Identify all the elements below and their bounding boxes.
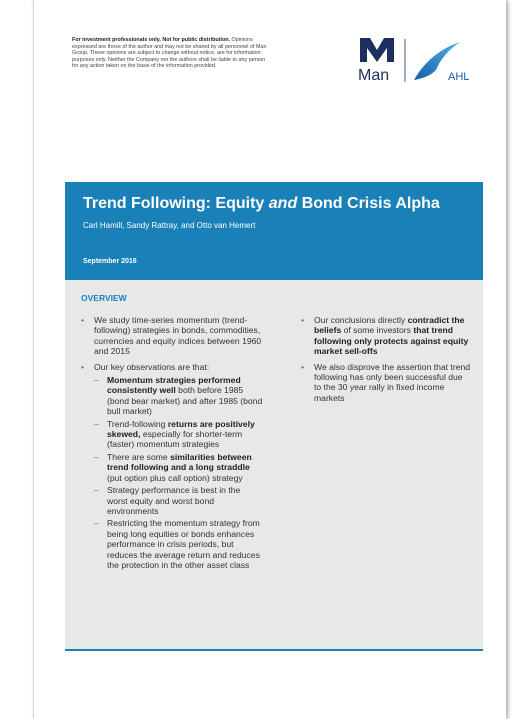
logo-mark [360,38,394,62]
right-column: Our conclusions directly contradict the … [301,315,471,408]
sub-item: Restricting the momentum strategy from b… [94,518,263,570]
authors: Carl Hamill, Sandy Rattray, and Otto van… [83,221,256,230]
overview-heading: OVERVIEW [81,293,127,303]
sub-item: There are some similarities between tren… [94,452,263,483]
bullet-item: Our key observations are that: Momentum s… [81,362,263,571]
text-run: Momentum strategies performed consistent… [107,375,241,396]
text-run: Trend-following [107,418,166,429]
text-run: (put option plus call option) strategy [107,472,243,483]
text-run: For investment professionals only. Not f… [72,37,231,43]
sub-item: Trend-following returns are positively s… [94,419,263,450]
text-run: similarities between trend following and… [107,451,252,473]
left-column: We study time-series momentum (trend-fol… [81,315,263,575]
text-run: especially for shorter-term (faster) mom… [107,429,243,450]
text-run: We also disprove the assertion that tren… [314,361,471,403]
disclaimer: For investment professionals only. Not f… [72,37,272,70]
text-run: that trend following only protects again… [314,325,469,357]
text-run: Bond Crisis Alpha [301,195,440,212]
overview: OVERVIEW We study time-series momentum (… [65,280,483,651]
text-run: There are some [107,451,168,462]
date: September 2016 [83,258,137,265]
sub-item: Strategy performance is best in the wors… [94,485,263,516]
sub-list: Momentum strategies performed consistent… [94,375,263,570]
text-run: Restricting the momentum strategy from b… [107,518,260,570]
logo-brand: Man [358,67,389,84]
text-run: Our conclusions directly [314,315,406,325]
sub-item: Momentum strategies performed consistent… [94,375,263,417]
logo-division: AHL [448,71,469,83]
text-run: Opinions expressed are those of the auth… [72,37,267,70]
bullet-item: We study time-series momentum (trend-fol… [81,315,263,357]
title: Trend Following: Equity and Bond Crisis … [83,195,440,213]
text-run: We study time-series momentum (trend-fol… [94,315,262,357]
banner: Trend Following: Equity and Bond Crisis … [65,182,483,280]
bullet-item: We also disprove the assertion that tren… [301,362,471,404]
bullet-item: Our conclusions directly contradict the … [301,315,471,357]
text-run: Strategy performance is best in the wors… [107,485,241,516]
text-run: of some investors [343,325,411,336]
text-run: Our key observations are that: [94,361,210,372]
text-run: returns are positively skewed, [107,418,255,440]
text-run: contradict the beliefs [314,315,465,336]
text-run: and [268,195,298,212]
text-run: both before 1985 (bond bear market) and … [107,385,263,417]
logo-wing [414,42,460,80]
logo: Man AHL [358,38,469,84]
text-run: Trend Following: Equity [83,195,265,212]
